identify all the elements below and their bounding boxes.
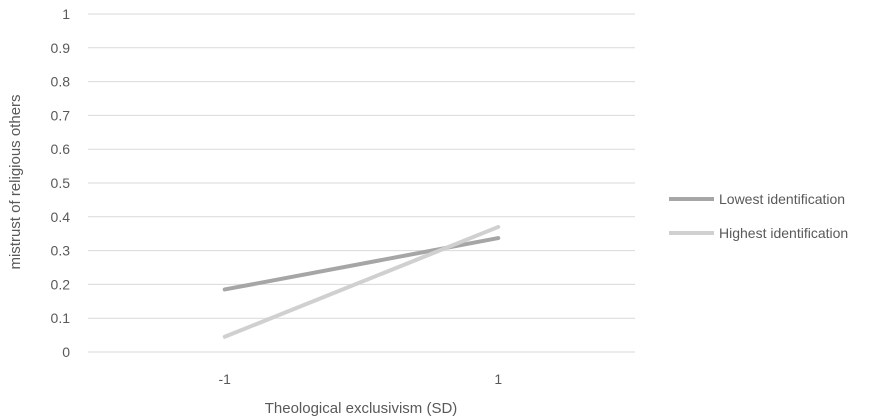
y-tick-label: 0.6 xyxy=(51,141,71,157)
y-tick-label: 0.4 xyxy=(51,209,71,225)
y-tick-label: 0.3 xyxy=(51,243,71,259)
series-line-2 xyxy=(222,224,501,339)
series-lines xyxy=(222,224,501,339)
x-axis-ticks: -1 1 xyxy=(219,371,503,387)
x-axis-label: Theological exclusivism (SD) xyxy=(265,400,458,417)
gridlines xyxy=(88,13,635,353)
legend-label: Highest identification xyxy=(719,225,848,241)
y-tick-label: 1 xyxy=(62,6,70,22)
y-tick-label: 0.5 xyxy=(51,175,71,191)
y-tick-label: 0.9 xyxy=(51,40,71,56)
y-tick-label: 0.1 xyxy=(51,310,71,326)
y-axis-label: mistrust of religious others xyxy=(7,94,24,269)
x-tick-label: 1 xyxy=(494,371,502,387)
y-tick-label: 0.2 xyxy=(51,276,71,292)
y-tick-label: 0.8 xyxy=(51,74,71,90)
y-axis-ticks: 0 0.1 0.2 0.3 0.4 0.5 0.6 0.7 0.8 0.9 1 xyxy=(51,6,71,360)
y-tick-label: 0 xyxy=(62,344,70,360)
legend: Lowest identification Highest identificat… xyxy=(669,191,848,241)
y-tick-label: 0.7 xyxy=(51,107,71,123)
x-tick-label: -1 xyxy=(219,371,232,387)
legend-label: Lowest identification xyxy=(719,191,845,207)
